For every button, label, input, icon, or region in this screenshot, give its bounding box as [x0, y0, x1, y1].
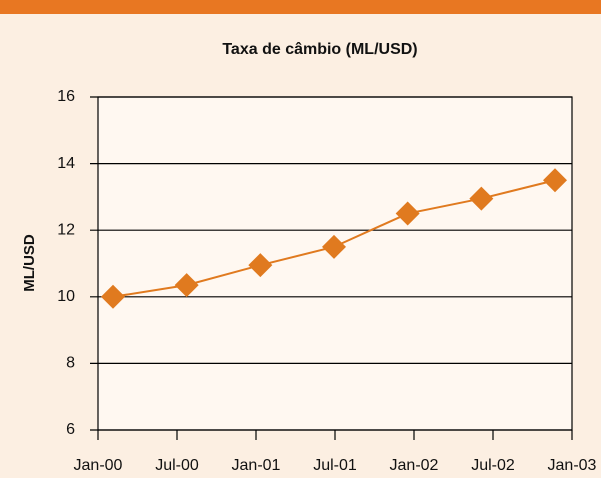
marker	[101, 284, 125, 309]
x-tick-label: Jul-00	[155, 457, 199, 474]
marker	[174, 273, 199, 298]
marker	[543, 168, 567, 193]
y-tick-label: 12	[57, 221, 75, 238]
x-tick-label: Jul-01	[313, 457, 357, 474]
x-tick-label: Jan-03	[548, 457, 597, 474]
x-tick-label: Jan-00	[74, 457, 123, 474]
top-bar	[0, 0, 601, 14]
plot-area	[97, 96, 573, 431]
marker	[469, 186, 494, 211]
marker	[322, 234, 346, 259]
y-tick-label: 8	[66, 355, 75, 372]
y-tick-label: 6	[66, 421, 75, 438]
y-tick-label: 14	[57, 155, 75, 172]
marker	[248, 253, 273, 278]
x-tick-label: Jan-01	[232, 457, 281, 474]
y-tick-label: 10	[57, 288, 75, 305]
x-tick-label: Jul-02	[471, 457, 515, 474]
y-tick-label: 16	[57, 88, 75, 105]
marker	[395, 201, 420, 226]
x-tick-label: Jan-02	[390, 457, 439, 474]
y-axis-label: ML/USD	[21, 234, 38, 292]
chart-title: Taxa de câmbio (ML/USD)	[222, 41, 417, 58]
